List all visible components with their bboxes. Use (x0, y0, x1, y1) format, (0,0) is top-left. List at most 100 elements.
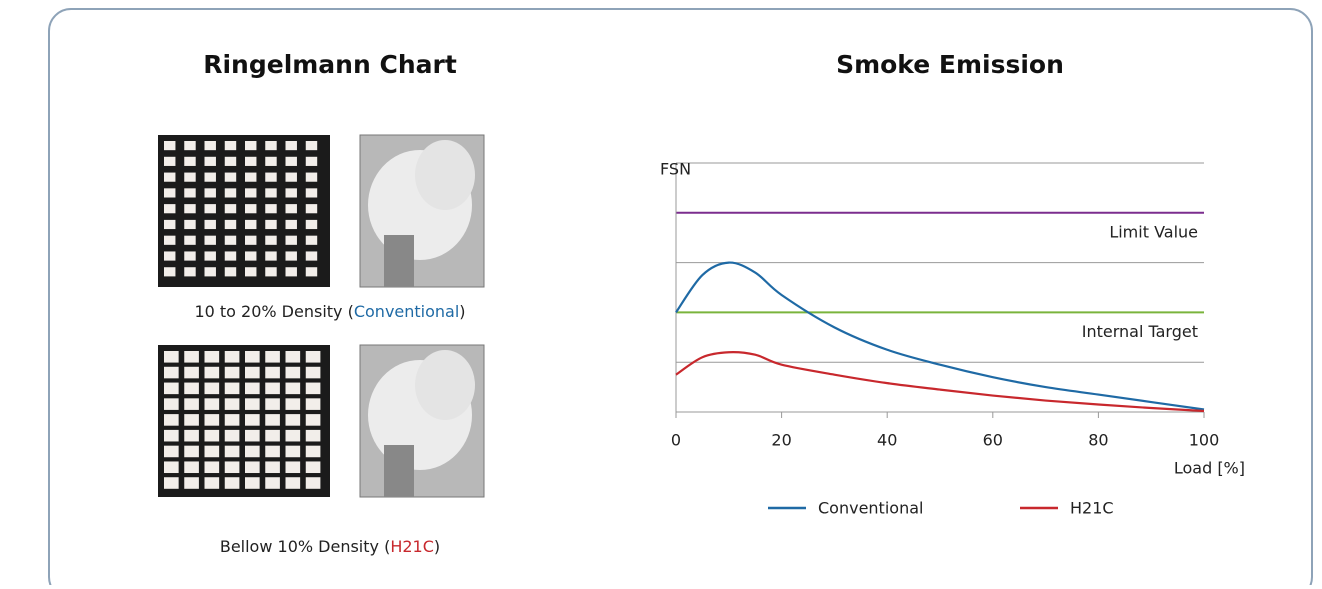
grid-cell (306, 398, 321, 410)
grid-cell (306, 414, 321, 426)
grid-cell (265, 477, 280, 489)
grid-cell (205, 446, 220, 458)
grid-cell (245, 188, 256, 197)
grid-cell (286, 173, 297, 182)
grid-cell (225, 220, 236, 229)
grid-cell (164, 188, 175, 197)
smoke (415, 140, 475, 210)
grid-cell (225, 173, 236, 182)
grid-cell (265, 251, 276, 260)
grid-cell (225, 446, 240, 458)
grid-cell (164, 351, 179, 363)
grid-cell (225, 461, 240, 473)
caption-text: 10 to 20% Density ( (194, 302, 353, 321)
grid-cell (164, 446, 179, 458)
grid-cell (205, 173, 216, 182)
grid-cell (225, 251, 236, 260)
grid-cell (306, 251, 317, 260)
grid-cell (286, 267, 297, 276)
chimney (384, 445, 414, 497)
caption: 10 to 20% Density (Conventional) (194, 302, 465, 321)
grid-cell (265, 430, 280, 442)
grid-cell (205, 414, 220, 426)
grid-cell (265, 141, 276, 150)
grid-cell (205, 367, 220, 379)
grid-cell (265, 446, 280, 458)
grid-cell (164, 383, 179, 395)
reference-label: Internal Target (1082, 322, 1198, 341)
grid-cell (306, 446, 321, 458)
grid-cell (205, 188, 216, 197)
chart-title: Smoke Emission (836, 50, 1064, 79)
grid-cell (265, 173, 276, 182)
grid-cell (164, 461, 179, 473)
grid-cell (286, 351, 301, 363)
grid-cell (184, 236, 195, 245)
grid-cell (286, 414, 301, 426)
grid-cell (265, 383, 280, 395)
caption: Bellow 10% Density (H21C) (220, 537, 440, 556)
grid-cell (164, 204, 175, 213)
grid-cell (225, 236, 236, 245)
caption-text: Bellow 10% Density ( (220, 537, 390, 556)
grid-cell (306, 188, 317, 197)
grid-cell (286, 477, 301, 489)
grid-cell (245, 251, 256, 260)
grid-cell (184, 188, 195, 197)
page: {"ringelmann": {"title": "Ringelmann Cha… (0, 0, 1322, 585)
grid-cell (164, 236, 175, 245)
x-axis-label: Load [%] (1174, 459, 1245, 478)
grid-cell (286, 251, 297, 260)
grid-cell (265, 204, 276, 213)
grid-cell (286, 157, 297, 166)
caption-highlight: Conventional (354, 302, 459, 321)
grid-cell (286, 204, 297, 213)
grid-cell (245, 367, 260, 379)
x-tick-label: 20 (771, 431, 791, 450)
grid-cell (225, 367, 240, 379)
grid-cell (164, 414, 179, 426)
smoke (415, 350, 475, 420)
caption-text: ) (434, 537, 440, 556)
grid-cell (306, 461, 321, 473)
grid-cell (286, 446, 301, 458)
grid-cell (245, 267, 256, 276)
grid-cell (164, 141, 175, 150)
grid-cell (245, 398, 260, 410)
ringelmann-title: Ringelmann Chart (203, 50, 457, 79)
grid-cell (184, 157, 195, 166)
grid-cell (245, 173, 256, 182)
grid-cell (286, 236, 297, 245)
grid-cell (184, 173, 195, 182)
x-tick-label: 60 (983, 431, 1003, 450)
grid-cell (306, 157, 317, 166)
grid-cell (184, 446, 199, 458)
grid-cell (225, 477, 240, 489)
grid-cell (306, 430, 321, 442)
grid-cell (245, 477, 260, 489)
grid-cell (164, 220, 175, 229)
grid-cell (205, 398, 220, 410)
grid-cell (245, 351, 260, 363)
legend-label: H21C (1070, 499, 1114, 518)
grid-cell (225, 188, 236, 197)
grid-cell (306, 267, 317, 276)
grid-cell (164, 367, 179, 379)
grid-cell (245, 204, 256, 213)
grid-cell (306, 367, 321, 379)
grid-cell (205, 351, 220, 363)
grid-cell (184, 351, 199, 363)
grid-cell (205, 477, 220, 489)
grid-cell (286, 398, 301, 410)
grid-cell (184, 430, 199, 442)
grid-cell (265, 398, 280, 410)
ringelmann-grid (158, 345, 330, 497)
grid-cell (184, 461, 199, 473)
grid-cell (245, 157, 256, 166)
grid-cell (205, 251, 216, 260)
grid-cell (205, 383, 220, 395)
grid-cell (245, 220, 256, 229)
grid-cell (205, 430, 220, 442)
grid-cell (306, 351, 321, 363)
grid-cell (205, 157, 216, 166)
